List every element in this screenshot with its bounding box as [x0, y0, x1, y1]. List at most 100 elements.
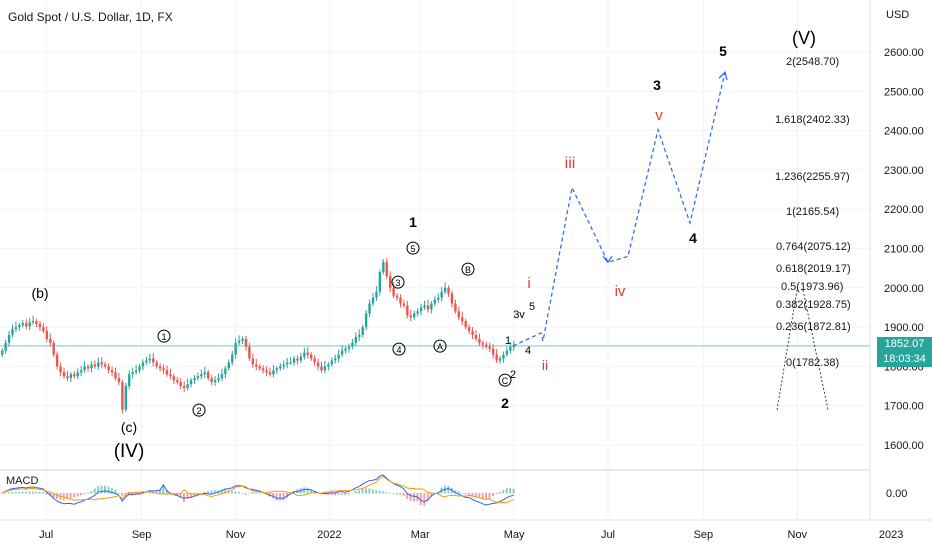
- fib-level-label: 2(2548.70): [786, 56, 839, 68]
- macd-histogram-bar: [79, 493, 82, 496]
- wave-circle: [433, 339, 447, 353]
- macd-histogram-bar: [104, 485, 106, 494]
- wave-label-red: ii: [542, 357, 548, 373]
- wave-label: 5: [719, 43, 727, 59]
- x-tick-label: Sep: [694, 529, 714, 541]
- candle-body: [97, 362, 100, 367]
- macd-histogram-bar: [141, 493, 144, 495]
- candle-body: [433, 299, 436, 304]
- candle-body: [330, 360, 333, 365]
- fib-trend-line: [776, 289, 798, 411]
- macd-histogram-bar: [358, 490, 361, 494]
- candle-body: [351, 342, 354, 347]
- macd-histogram-bar: [344, 493, 347, 496]
- y-tick-label: 2400.00: [884, 126, 924, 138]
- macd-histogram-bar: [18, 491, 21, 494]
- candle-body: [388, 276, 392, 288]
- wave-label: (IV): [114, 441, 145, 462]
- wave-label: 1: [409, 214, 417, 230]
- candle-body: [220, 374, 224, 379]
- candle-body: [162, 368, 165, 371]
- candle-body: [313, 358, 316, 363]
- macd-histogram-bar: [145, 492, 148, 494]
- macd-histogram-bar: [107, 486, 110, 494]
- candle-body: [1, 350, 4, 355]
- candle-body: [227, 362, 230, 369]
- x-tick-label: Nov: [788, 529, 808, 541]
- macd-histogram-bar: [251, 491, 254, 494]
- macd-histogram-bar: [478, 493, 481, 498]
- x-tick-label: 2023: [879, 529, 903, 541]
- wave-label: 4: [689, 230, 697, 246]
- macd-histogram-bar: [361, 488, 364, 494]
- macd-histogram-bar: [248, 492, 251, 494]
- macd-histogram-bar: [388, 492, 391, 494]
- macd-histogram-bar: [485, 493, 488, 500]
- macd-histogram-bar: [38, 491, 41, 494]
- wave-label: (c): [121, 419, 137, 435]
- macd-histogram-bar: [90, 490, 93, 494]
- candle-body: [138, 366, 141, 371]
- wave-label-red: iii: [565, 155, 576, 172]
- macd-histogram-bar: [11, 491, 14, 494]
- candle-body: [251, 358, 255, 365]
- candle-body: [495, 354, 498, 361]
- wave-label: 1: [505, 335, 511, 347]
- candle-body: [14, 327, 18, 330]
- macd-histogram-bar: [210, 490, 213, 494]
- macd-histogram-bar: [426, 493, 429, 501]
- candle-body: [340, 350, 344, 355]
- macd-histogram-bar: [495, 493, 498, 495]
- macd-histogram-bar: [241, 493, 244, 494]
- candle-body: [148, 358, 152, 361]
- macd-histogram-bar: [285, 493, 288, 498]
- macd-histogram-bar: [28, 491, 31, 494]
- candle-body: [59, 366, 62, 373]
- candle-body: [200, 374, 203, 377]
- candle-body: [344, 348, 347, 351]
- candle-body: [361, 327, 364, 335]
- x-tick-label: 2022: [317, 529, 341, 541]
- candle-body: [100, 362, 103, 365]
- macd-histogram-bar: [488, 493, 491, 499]
- candle-body: [265, 370, 268, 373]
- macd-histogram-bar: [505, 488, 508, 494]
- macd-histogram-bar: [368, 488, 371, 494]
- macd-histogram-bar: [423, 493, 426, 506]
- fib-level-label: 1.618(2402.33): [775, 114, 850, 126]
- candle-body: [172, 376, 176, 381]
- macd-histogram-bar: [83, 493, 86, 495]
- wave-label: B: [465, 265, 471, 275]
- macd-histogram-bar: [454, 490, 457, 494]
- y-tick-label: 2300.00: [884, 165, 924, 177]
- wave-label: C: [502, 376, 509, 386]
- fib-level-label: 1.236(2255.97): [775, 171, 850, 183]
- candle-body: [450, 293, 454, 304]
- candle-body: [443, 287, 447, 292]
- macd-histogram-bar: [176, 493, 179, 496]
- candle-body: [165, 370, 169, 375]
- wave-circle: [461, 262, 475, 276]
- macd-histogram-bar: [351, 492, 354, 494]
- macd-histogram-bar: [461, 493, 464, 494]
- macd-histogram-bar: [1, 493, 3, 494]
- candle-body: [454, 303, 457, 312]
- candle-body: [502, 354, 505, 359]
- candle-body: [35, 321, 38, 324]
- macd-axis-label: 0.00: [886, 488, 907, 500]
- macd-histogram-bar: [203, 491, 206, 494]
- macd-histogram-bar: [172, 493, 175, 494]
- candle-body: [392, 287, 395, 296]
- candle-body: [169, 374, 172, 377]
- wave-circle: [391, 275, 405, 289]
- fib-level-label: 0(1782.38): [786, 357, 839, 369]
- wave-label: (b): [31, 285, 48, 301]
- macd-histogram-bar: [7, 492, 10, 494]
- candle-body: [296, 358, 299, 361]
- macd-histogram-bar: [35, 491, 38, 494]
- wave-label: 3: [653, 77, 661, 93]
- macd-histogram-bar: [268, 493, 271, 497]
- wave-circle: [498, 373, 512, 387]
- macd-histogram-bar: [261, 492, 264, 494]
